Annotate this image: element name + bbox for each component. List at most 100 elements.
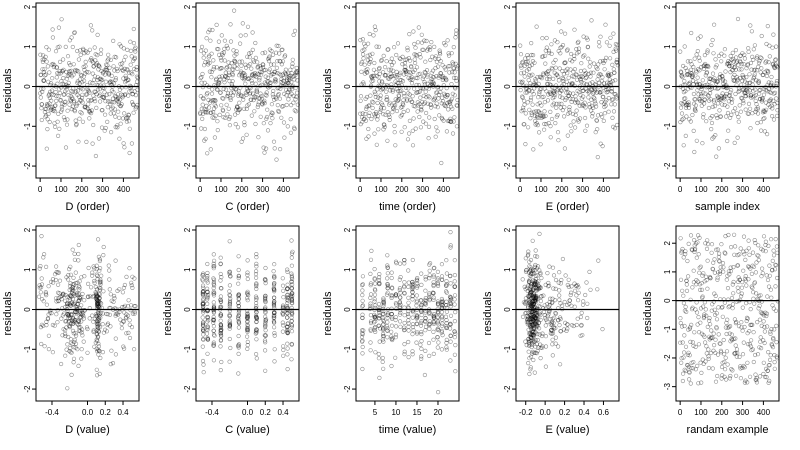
data-point	[106, 57, 111, 62]
data-point	[685, 258, 690, 264]
data-point	[603, 22, 608, 27]
scatter-points	[38, 17, 140, 159]
data-point	[82, 104, 87, 109]
data-point	[57, 68, 62, 74]
data-point	[395, 41, 401, 46]
data-point	[569, 129, 574, 134]
data-point	[452, 284, 458, 289]
data-point	[385, 282, 390, 287]
data-point	[78, 312, 83, 317]
data-point	[758, 55, 763, 60]
y-tick-label: -2	[343, 162, 352, 170]
data-point	[769, 295, 774, 300]
data-point	[532, 297, 538, 302]
data-point	[285, 315, 290, 320]
data-point	[738, 366, 743, 371]
data-point	[394, 69, 399, 74]
data-point	[553, 65, 558, 70]
data-point	[372, 60, 377, 66]
data-point	[531, 147, 536, 152]
data-point	[761, 116, 766, 121]
data-point	[254, 88, 259, 94]
data-point	[438, 58, 443, 64]
data-point	[530, 58, 536, 64]
data-point	[227, 300, 233, 305]
data-point	[211, 264, 216, 269]
data-point	[695, 279, 700, 284]
data-point	[79, 308, 84, 313]
data-point	[385, 47, 390, 52]
data-point	[726, 269, 732, 274]
data-point	[262, 101, 267, 106]
data-point	[414, 316, 419, 321]
data-point	[254, 255, 259, 260]
data-point	[773, 57, 778, 62]
data-point	[260, 51, 265, 56]
data-point	[90, 270, 95, 275]
data-point	[415, 331, 420, 336]
data-point	[609, 86, 615, 91]
data-point	[218, 66, 224, 71]
data-point	[74, 314, 79, 319]
data-point	[432, 315, 437, 321]
data-point	[710, 37, 715, 43]
data-point	[533, 273, 538, 278]
data-point	[263, 323, 268, 329]
data-point	[219, 65, 224, 71]
data-point	[738, 246, 743, 251]
data-point	[265, 107, 270, 112]
data-point	[530, 268, 536, 273]
data-point	[608, 72, 614, 77]
data-point	[271, 310, 277, 316]
data-point	[606, 95, 611, 101]
y-tick-label: 2	[503, 4, 512, 9]
data-point	[525, 125, 531, 130]
data-point	[531, 308, 536, 313]
data-point	[405, 45, 410, 50]
data-point	[100, 107, 105, 113]
data-point	[377, 272, 382, 277]
data-point	[750, 54, 755, 60]
data-point	[772, 90, 778, 95]
data-point	[705, 48, 710, 53]
data-point	[729, 295, 735, 301]
data-point	[770, 62, 775, 67]
data-point	[86, 88, 91, 94]
data-point	[531, 326, 536, 331]
data-point	[566, 284, 572, 290]
data-point	[562, 61, 567, 66]
data-point	[702, 97, 707, 103]
data-point	[532, 320, 538, 326]
data-point	[691, 81, 696, 87]
data-point	[289, 255, 294, 260]
data-point	[399, 83, 404, 88]
data-point	[565, 47, 570, 52]
data-point	[59, 107, 65, 112]
data-point	[234, 49, 239, 54]
data-point	[245, 311, 250, 316]
data-point	[567, 298, 572, 303]
data-point	[236, 310, 241, 315]
data-point	[762, 116, 767, 121]
data-point	[728, 96, 734, 101]
data-point	[766, 363, 771, 368]
data-point	[730, 282, 735, 287]
data-point	[692, 106, 698, 111]
data-point	[451, 61, 456, 67]
data-point	[415, 109, 420, 114]
data-point	[753, 87, 758, 92]
data-point	[742, 324, 747, 330]
data-point	[606, 73, 612, 78]
data-point	[285, 287, 290, 292]
data-point	[199, 80, 204, 85]
data-point	[77, 116, 82, 121]
data-point	[547, 76, 552, 82]
data-point	[527, 342, 532, 347]
data-point	[690, 248, 695, 253]
data-point	[712, 76, 717, 81]
data-point	[753, 291, 759, 296]
data-point	[270, 52, 276, 57]
data-point	[242, 74, 247, 79]
data-point	[452, 93, 457, 98]
data-point	[236, 292, 241, 298]
